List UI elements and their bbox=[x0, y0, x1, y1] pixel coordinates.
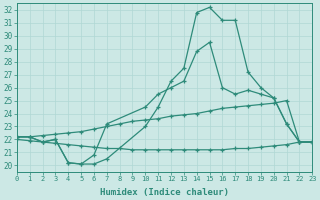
X-axis label: Humidex (Indice chaleur): Humidex (Indice chaleur) bbox=[100, 188, 229, 197]
